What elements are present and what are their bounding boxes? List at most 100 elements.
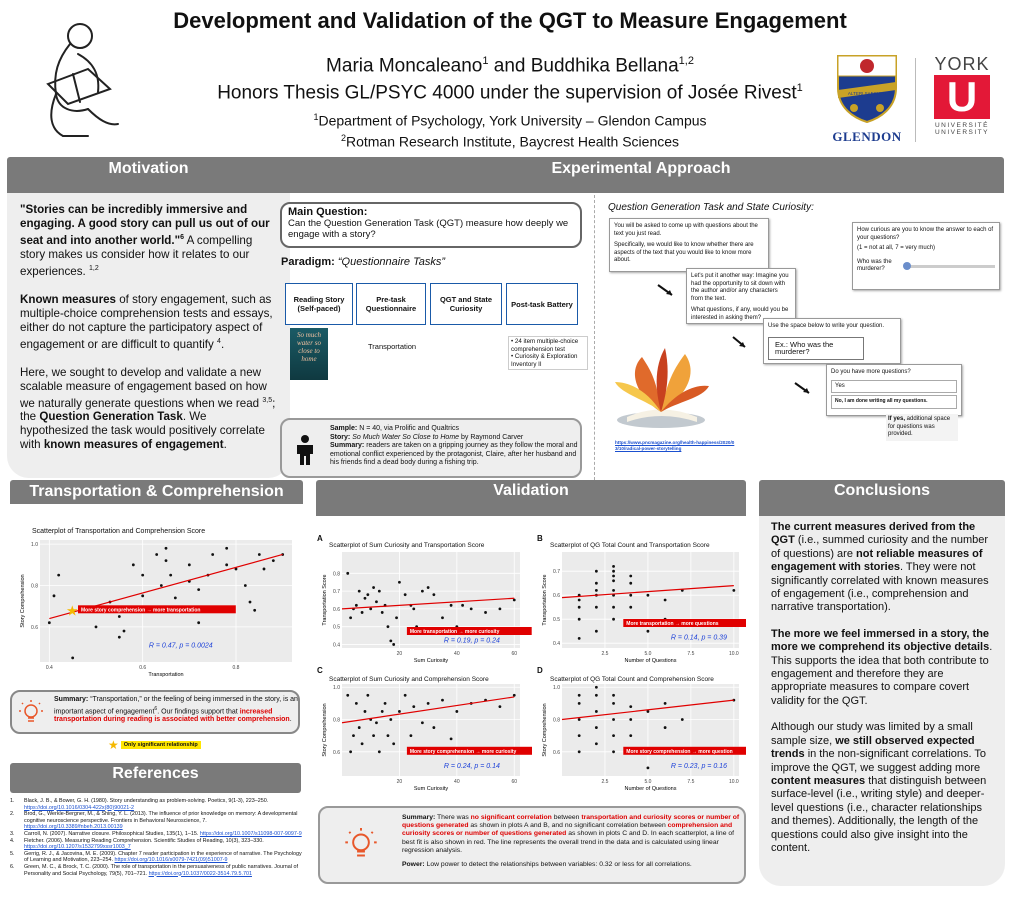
data-point <box>122 629 126 633</box>
y-tick-label: 0.7 <box>553 569 560 575</box>
x-tick-label: 60 <box>511 779 517 785</box>
data-point <box>629 581 633 585</box>
glendon-logo: ALTERI SAECULO GLENDON <box>832 52 902 144</box>
data-point <box>389 639 393 643</box>
x-tick-label: 0.4 <box>46 665 53 671</box>
trend-annotation-bg <box>406 746 532 755</box>
fit-line <box>561 699 734 721</box>
data-point <box>243 584 247 587</box>
scatter-a: 20 40 60 0.4 0.5 0.6 0.7 0.8 Sum Curiosity Transp… <box>322 552 532 664</box>
reference-item: 4. Fletcher. (2006). Measuring Reading Co… <box>10 837 264 851</box>
lightbulb-icon <box>18 700 44 726</box>
data-point <box>577 637 581 640</box>
y-tick-label: 0.6 <box>31 625 38 631</box>
data-point <box>271 559 275 563</box>
data-point <box>257 553 261 556</box>
y-axis-label: Story Comprehension <box>322 703 328 756</box>
reader-illustration <box>18 14 128 144</box>
references-header: References <box>10 763 301 793</box>
data-point <box>225 546 229 550</box>
data-point <box>386 625 390 629</box>
stat-label: R = 0.24, p = 0.14 <box>444 763 500 770</box>
data-point <box>646 593 650 597</box>
data-point <box>375 600 378 604</box>
data-point <box>646 766 650 770</box>
x-tick-label: 60 <box>511 651 517 657</box>
data-point <box>173 596 177 600</box>
trend-annotation-text: More transportation → more curiosity <box>410 629 500 635</box>
data-point <box>594 605 598 609</box>
source-link[interactable]: https://www.pncmagazine.org/health-happi… <box>615 440 735 451</box>
stat-label: R = 0.19, p = 0.24 <box>444 638 500 645</box>
plot-d: D Scatterplot of QG Total Count and Comp… <box>534 664 746 794</box>
data-point <box>612 589 615 592</box>
data-point <box>577 750 581 754</box>
flow-sub-transportation: Transportation <box>368 342 417 351</box>
data-point <box>164 546 168 550</box>
data-point <box>357 589 361 593</box>
data-point <box>629 593 633 597</box>
significance-legend: ★ Only significant relationship <box>108 738 201 752</box>
data-point <box>262 567 266 571</box>
data-point <box>663 701 667 705</box>
data-point <box>680 718 684 721</box>
data-point <box>117 635 121 639</box>
trend-annotation-bg <box>623 619 746 627</box>
y-tick-label: 1.0 <box>333 685 340 691</box>
y-axis-label: Story Comprehension <box>20 574 26 627</box>
conclusions-header: Conclusions <box>759 480 1005 516</box>
main-question-box: Main Question: Can the Question Generatio… <box>280 202 582 248</box>
data-point <box>629 605 633 609</box>
flow-step-reading: Reading Story (Self-paced) <box>285 283 353 325</box>
data-point <box>484 611 487 614</box>
data-point <box>141 573 145 577</box>
reference-item: 6. Green, M. C., & Brock, T. C. (2000). T… <box>10 863 298 877</box>
yes-option: Yes <box>831 379 957 393</box>
data-point <box>441 616 444 620</box>
y-tick-label: 0.6 <box>553 750 560 756</box>
data-point <box>577 693 581 697</box>
paradigm-label: Paradigm: “Questionnaire Tasks” <box>281 256 446 268</box>
data-point <box>403 693 407 697</box>
data-point <box>612 617 615 621</box>
survey-screen-5: How curious are you to know the answer t… <box>852 222 1000 290</box>
x-tick-label: 2.5 <box>601 651 608 657</box>
data-point <box>577 605 581 609</box>
x-tick-label: 20 <box>397 779 403 785</box>
trend-annotation: More transportation → more questions <box>623 619 746 627</box>
curiosity-slider <box>903 261 995 270</box>
trend-annotation-bg <box>78 605 236 614</box>
data-point <box>612 718 615 721</box>
data-point <box>47 621 51 625</box>
y-tick-label: 1.0 <box>31 542 38 548</box>
reference-item: 5. Gerrig, R. J., & Jacovina, M. E. (2009… <box>10 850 302 864</box>
data-point <box>395 616 398 620</box>
data-point <box>409 734 413 738</box>
data-point <box>377 589 381 593</box>
data-point <box>612 565 615 568</box>
arrow-3 <box>793 381 813 400</box>
trend-annotation: More story comprehension → more question <box>623 746 746 755</box>
data-point <box>432 726 436 729</box>
trend-annotation: More transportation → more curiosity <box>406 627 532 635</box>
plot-background <box>562 552 739 648</box>
svg-text:ALTERI SAECULO: ALTERI SAECULO <box>848 91 887 96</box>
data-point <box>363 710 367 713</box>
trend-annotation-text: More story comprehension → more curiosit… <box>410 749 517 755</box>
x-axis-label: Transportation <box>148 672 183 678</box>
data-point <box>512 598 516 602</box>
data-point <box>455 710 459 713</box>
data-point <box>159 584 163 587</box>
data-point <box>498 705 502 708</box>
logo-divider <box>915 58 916 142</box>
y-tick-label: 0.8 <box>333 571 340 577</box>
x-tick-label: 5.0 <box>644 651 651 657</box>
glendon-wordmark: GLENDON <box>832 129 902 144</box>
data-point <box>164 559 168 563</box>
data-point <box>612 574 615 578</box>
data-point <box>349 616 353 620</box>
fit-line <box>561 585 734 599</box>
data-point <box>354 603 358 607</box>
data-point <box>594 629 598 633</box>
y-tick-label: 0.8 <box>333 718 340 724</box>
